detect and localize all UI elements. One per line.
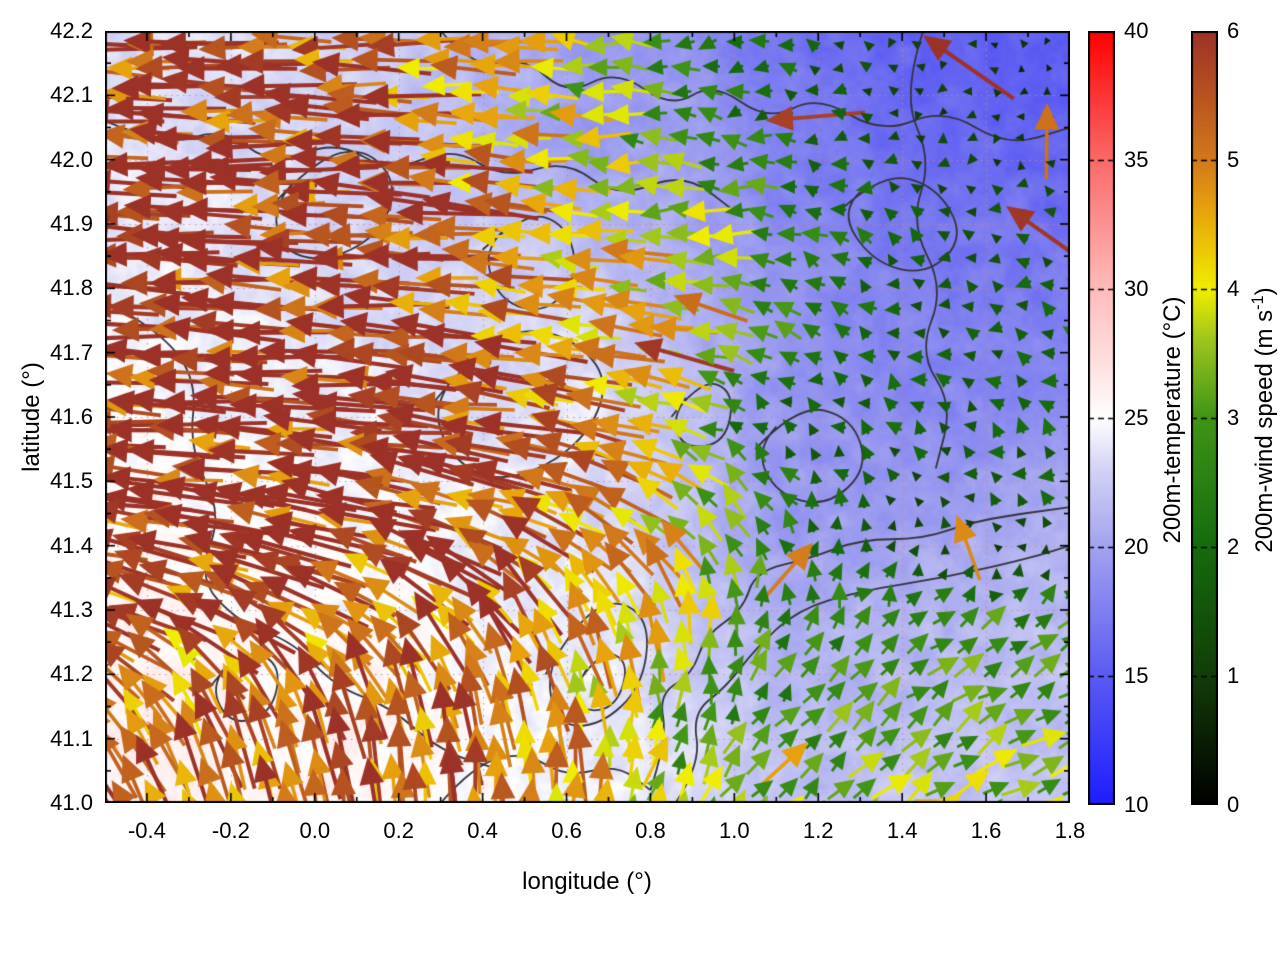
wind-speed-colorbar-tick-label: 1 <box>1227 663 1240 688</box>
temperature-colorbar-tick-label: 35 <box>1124 147 1149 172</box>
temperature-colorbar-tick-label: 30 <box>1124 276 1149 301</box>
y-tick-label: 42.0 <box>50 146 93 172</box>
temperature-colorbar-tick-label: 10 <box>1124 792 1149 817</box>
wind-speed-colorbar-tick-label: 0 <box>1227 792 1240 817</box>
y-tick-label: 41.7 <box>50 339 93 365</box>
y-tick-label: 41.1 <box>50 725 93 751</box>
y-tick-label: 41.0 <box>50 790 93 815</box>
y-tick-label: 41.3 <box>50 597 93 622</box>
y-tick-label: 41.9 <box>50 211 93 236</box>
y-tick-label: 42.2 <box>50 18 93 43</box>
x-tick-label: 0.2 <box>383 818 414 843</box>
wind-speed-colorbar-tick-label: 6 <box>1227 18 1240 43</box>
wind-speed-colorbar <box>1191 31 1218 805</box>
y-tick-label: 41.4 <box>50 532 93 558</box>
wind-speed-colorbar-tick-label: 2 <box>1227 534 1240 559</box>
x-tick-label: 0.8 <box>635 818 666 843</box>
temperature-colorbar <box>1088 31 1115 805</box>
x-tick-label: 1.8 <box>1054 818 1086 843</box>
temperature-colorbar-tick-label: 25 <box>1124 405 1149 430</box>
x-tick-label: 1.6 <box>970 818 1002 843</box>
wind-speed-colorbar-tick-label: 3 <box>1227 405 1240 430</box>
x-tick-label: 0.6 <box>551 818 582 843</box>
y-tick-label: 41.2 <box>50 661 93 687</box>
temperature-colorbar-tick-label: 20 <box>1124 534 1149 559</box>
x-tick-label: 0.4 <box>467 818 498 843</box>
y-tick-label: 41.6 <box>50 404 93 429</box>
x-tick-label: 0.0 <box>299 818 331 843</box>
map-plot-canvas <box>105 31 1070 803</box>
y-tick-label: 41.5 <box>50 468 93 494</box>
y-tick-label: 42.1 <box>50 82 93 108</box>
y-tick-label: 41.8 <box>50 275 93 301</box>
temperature-colorbar-tick-label: 40 <box>1124 18 1149 43</box>
x-tick-label: -0.4 <box>127 818 166 843</box>
x-tick-label: 1.2 <box>802 818 834 843</box>
wind-speed-colorbar-tick-label: 4 <box>1227 276 1240 301</box>
wind-speed-colorbar-label-text: 200m-wind speed (m s <box>1251 309 1278 553</box>
x-axis-label: longitude (°) <box>522 868 652 895</box>
x-tick-label: 1.0 <box>719 818 750 843</box>
x-tick-label: 1.4 <box>886 818 918 843</box>
temperature-colorbar-tick-label: 15 <box>1124 663 1149 688</box>
x-tick-label: -0.2 <box>211 818 250 843</box>
wind-speed-colorbar-tick-label: 5 <box>1227 147 1240 172</box>
